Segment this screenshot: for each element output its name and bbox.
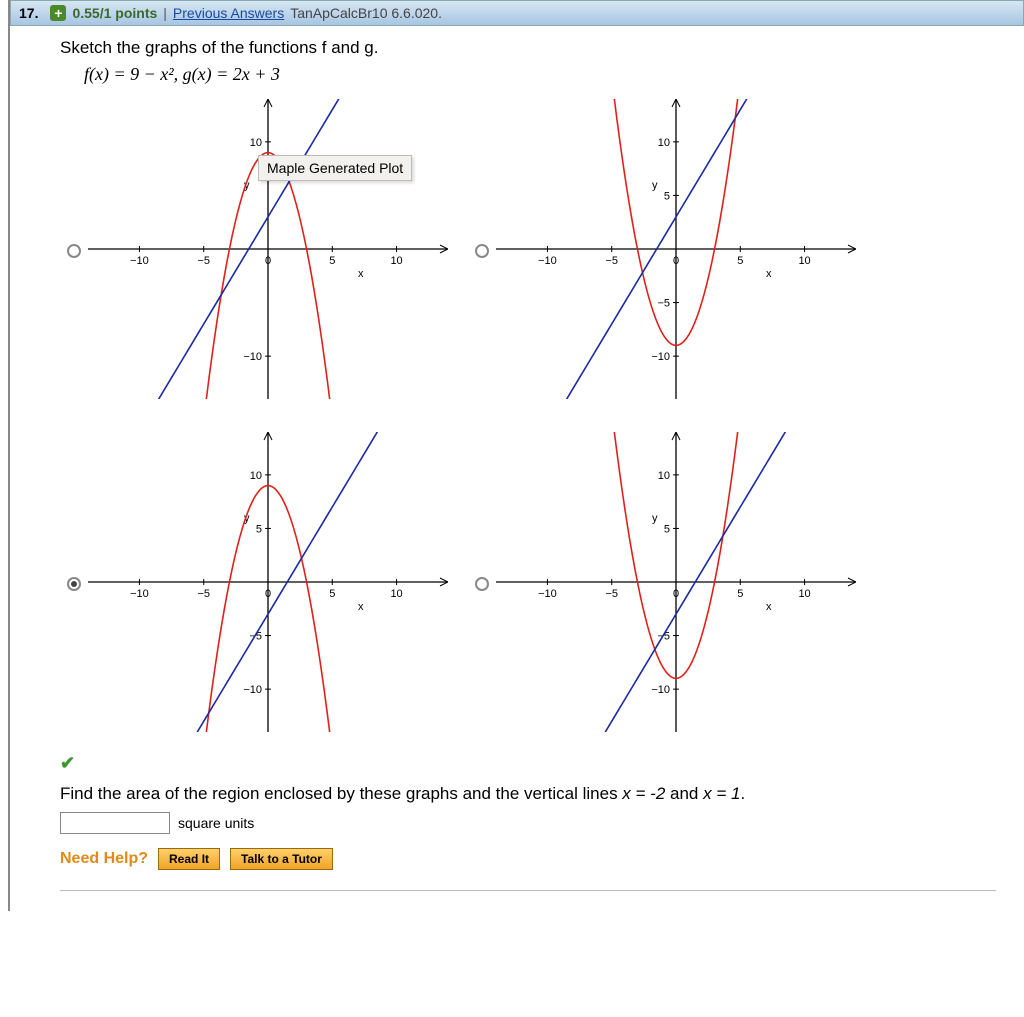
chart-plot[interactable]: −10 −5 0 5 10 −10 −5 5 10 x y bbox=[496, 99, 856, 399]
chart-options-grid: −10−50510−1010xyMaple Generated Plot−10−… bbox=[60, 99, 996, 735]
svg-text:10: 10 bbox=[798, 255, 810, 267]
period: . bbox=[740, 784, 745, 803]
svg-text:x: x bbox=[358, 601, 364, 613]
equation-text: f(x) = 9 − x², g(x) = 2x + 3 bbox=[84, 64, 996, 85]
svg-text:10: 10 bbox=[390, 255, 402, 267]
svg-text:5: 5 bbox=[329, 255, 335, 267]
svg-text:−10: −10 bbox=[651, 351, 670, 363]
chart-option-radio[interactable] bbox=[475, 577, 489, 591]
svg-text:x: x bbox=[358, 268, 364, 280]
svg-text:0: 0 bbox=[673, 588, 679, 600]
svg-text:10: 10 bbox=[798, 588, 810, 600]
svg-text:x: x bbox=[766, 268, 772, 280]
check-icon: ✔ bbox=[60, 753, 75, 773]
svg-text:−5: −5 bbox=[605, 255, 618, 267]
svg-text:0: 0 bbox=[265, 255, 271, 267]
area-question: Find the area of the region enclosed by … bbox=[60, 784, 996, 804]
svg-text:−10: −10 bbox=[130, 588, 149, 600]
chart-option[interactable]: −10 −5 0 5 10 −10 −5 5 10 x y bbox=[496, 99, 876, 402]
chart-option[interactable]: −10−50510−1010xyMaple Generated Plot bbox=[88, 99, 468, 402]
svg-text:−10: −10 bbox=[130, 255, 149, 267]
svg-text:5: 5 bbox=[664, 190, 670, 202]
chart-plot[interactable]: −10−50510−10−5510xy bbox=[88, 432, 448, 732]
svg-text:10: 10 bbox=[250, 470, 262, 482]
svg-text:10: 10 bbox=[250, 137, 262, 149]
chart-option-radio[interactable] bbox=[475, 244, 489, 258]
prompt-text: Sketch the graphs of the functions f and… bbox=[60, 38, 996, 58]
svg-text:10: 10 bbox=[658, 470, 670, 482]
read-it-button[interactable]: Read It bbox=[158, 848, 220, 870]
svg-text:−5: −5 bbox=[197, 255, 210, 267]
svg-text:5: 5 bbox=[329, 588, 335, 600]
svg-text:5: 5 bbox=[256, 523, 262, 535]
svg-text:5: 5 bbox=[664, 523, 670, 535]
svg-text:−10: −10 bbox=[538, 588, 557, 600]
x2: x = 1 bbox=[703, 784, 740, 803]
svg-text:−5: −5 bbox=[197, 588, 210, 600]
need-help-label: Need Help? bbox=[60, 850, 148, 868]
answer-input[interactable] bbox=[60, 812, 170, 834]
svg-text:0: 0 bbox=[673, 255, 679, 267]
source-ref: TanApCalcBr10 6.6.020. bbox=[290, 5, 442, 21]
svg-text:−10: −10 bbox=[651, 684, 670, 696]
chart-option[interactable]: −10−50510−10−5510xy bbox=[496, 432, 876, 735]
chart-option-radio[interactable] bbox=[67, 244, 81, 258]
chart-plot[interactable]: −10−50510−10−5510xy bbox=[496, 432, 856, 732]
question-number: 17. bbox=[19, 5, 38, 21]
and: and bbox=[665, 784, 703, 803]
svg-text:−5: −5 bbox=[605, 588, 618, 600]
q2-text: Find the area of the region enclosed by … bbox=[60, 784, 622, 803]
units-label: square units bbox=[178, 815, 254, 831]
svg-text:0: 0 bbox=[265, 588, 271, 600]
expand-icon[interactable]: + bbox=[50, 5, 66, 21]
svg-text:y: y bbox=[652, 180, 658, 192]
svg-text:x: x bbox=[766, 601, 772, 613]
svg-text:5: 5 bbox=[737, 255, 743, 267]
question-header: 17. + 0.55/1 points | Previous Answers T… bbox=[10, 0, 1024, 26]
svg-text:−10: −10 bbox=[243, 351, 262, 363]
previous-answers-link[interactable]: Previous Answers bbox=[173, 5, 284, 21]
svg-text:10: 10 bbox=[658, 137, 670, 149]
talk-tutor-button[interactable]: Talk to a Tutor bbox=[230, 848, 333, 870]
maple-tooltip: Maple Generated Plot bbox=[258, 155, 412, 181]
chart-plot[interactable]: −10−50510−1010xy bbox=[88, 99, 448, 399]
svg-text:−10: −10 bbox=[243, 684, 262, 696]
chart-option[interactable]: −10−50510−10−5510xy bbox=[88, 432, 468, 735]
svg-text:y: y bbox=[652, 513, 658, 525]
svg-text:−10: −10 bbox=[538, 255, 557, 267]
separator: | bbox=[163, 5, 167, 21]
svg-text:−5: −5 bbox=[657, 298, 670, 310]
points-text: 0.55/1 points bbox=[72, 5, 157, 21]
svg-text:10: 10 bbox=[390, 588, 402, 600]
chart-option-radio[interactable] bbox=[67, 577, 81, 591]
x1: x = -2 bbox=[622, 784, 665, 803]
svg-text:5: 5 bbox=[737, 588, 743, 600]
